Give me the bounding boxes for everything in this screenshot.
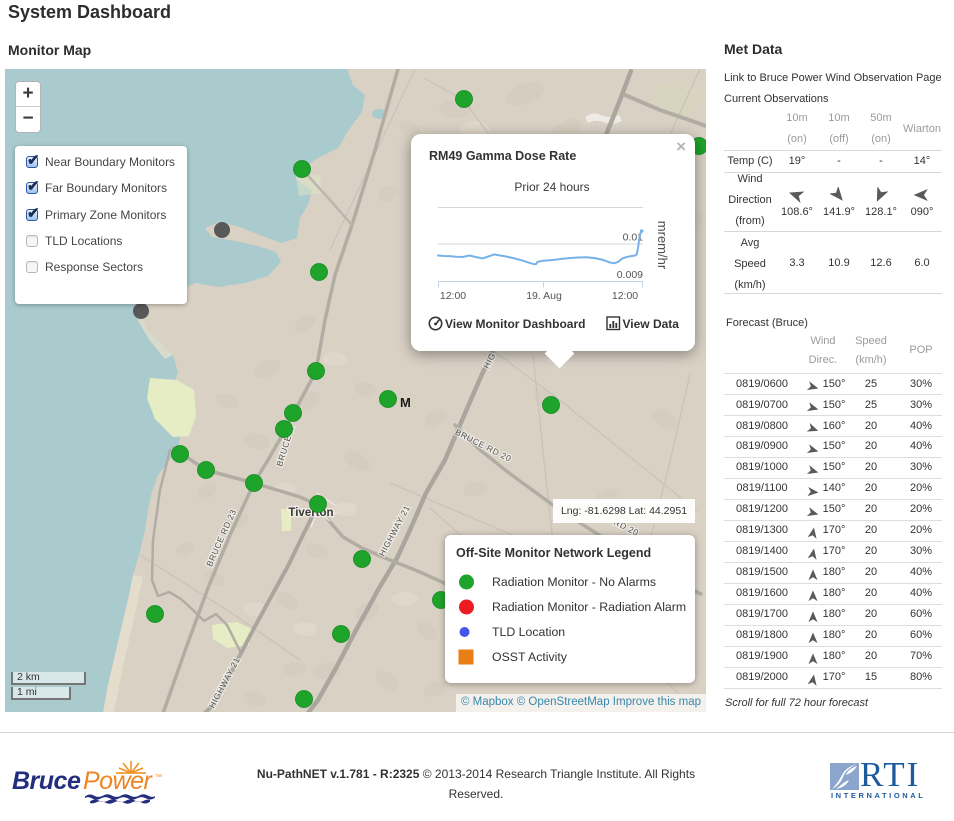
svg-text:mrem/hr: mrem/hr: [655, 221, 670, 270]
svg-text:View Data: View Data: [623, 317, 680, 331]
svg-text:12:00: 12:00: [440, 290, 466, 302]
svg-text:0.009: 0.009: [617, 269, 643, 281]
svg-text:View Monitor Dashboard: View Monitor Dashboard: [445, 317, 585, 331]
svg-text:Prior 24 hours: Prior 24 hours: [514, 180, 589, 194]
svg-text:M: M: [400, 395, 411, 410]
svg-text:12:00: 12:00: [612, 290, 638, 302]
svg-text:0.01: 0.01: [623, 232, 644, 244]
svg-text:19. Aug: 19. Aug: [526, 290, 562, 302]
